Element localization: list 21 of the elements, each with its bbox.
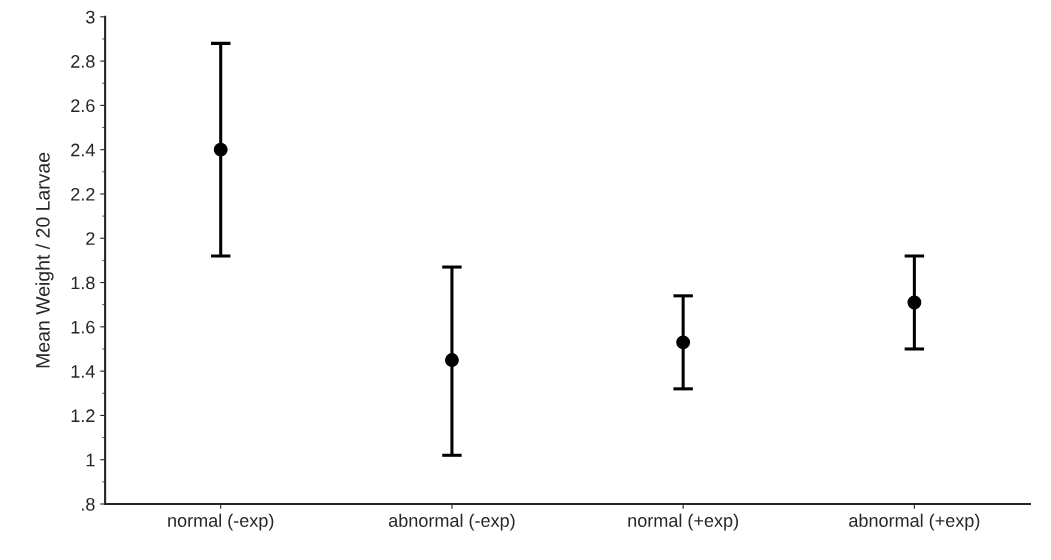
point [213, 142, 228, 157]
y-tick-label: 1.6 [71, 320, 95, 334]
y-tick-label: 2 [86, 232, 95, 245]
y-tick-label: 1 [86, 453, 95, 467]
y-tick-label: 2.6 [71, 99, 95, 113]
y-tick-label: 1.2 [71, 409, 95, 422]
point [907, 295, 922, 310]
x-tick-label: normal (+exp) [628, 513, 738, 531]
y-tick-label: 1.4 [71, 365, 95, 378]
x-tick-label: normal (-exp) [168, 513, 274, 531]
point [444, 353, 459, 367]
y-tick-label: 2.2 [71, 187, 95, 201]
y-tick-label: .8 [81, 497, 95, 511]
y-axis-title: Mean Weight / 20 Larvae [35, 152, 54, 368]
x-tick-label: abnormal (+exp) [849, 513, 980, 531]
y-tick-label: 2.8 [71, 55, 95, 68]
x-tick-label: abnormal (-exp) [388, 513, 515, 531]
point [676, 335, 691, 350]
y-tick-label: 2.4 [71, 143, 95, 157]
y-tick-label: 3 [86, 10, 95, 24]
y-tick-label: 1.8 [71, 276, 95, 290]
